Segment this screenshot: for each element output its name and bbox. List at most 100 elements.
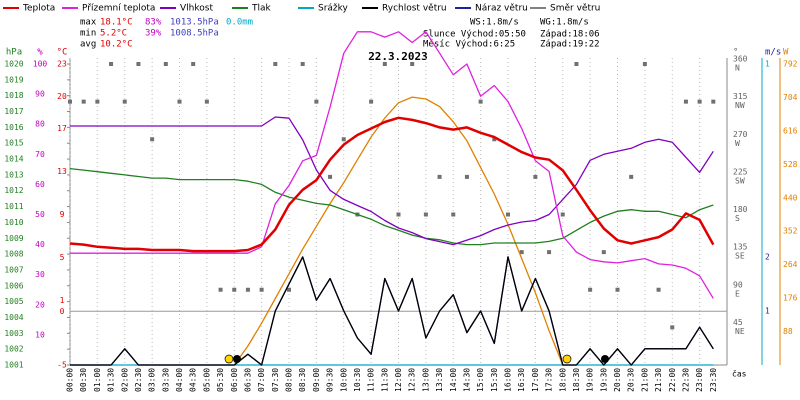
direction-dot — [218, 287, 223, 292]
x-tick-label: 20:30 — [627, 368, 636, 392]
legend-label: Rychlost větru — [382, 4, 447, 14]
y-tick-label: 70 — [35, 150, 45, 159]
legend-label: Vlhkost — [180, 4, 213, 14]
compass-label: S — [735, 214, 740, 223]
legend-label: Teplota — [22, 4, 55, 14]
legend-label: Směr větru — [550, 4, 600, 14]
y-tick-label: 264 — [783, 260, 798, 269]
direction-dot — [656, 287, 661, 292]
x-tick-label: 15:30 — [490, 368, 499, 392]
compass-label: SE — [735, 252, 745, 261]
y-tick-label: 440 — [783, 193, 798, 202]
direction-dot — [259, 287, 264, 292]
x-tick-label: 05:30 — [216, 368, 225, 392]
y-tick-label: 60 — [35, 180, 45, 189]
x-tick-label: 02:30 — [134, 368, 143, 392]
y-tick-label: 1007 — [4, 265, 23, 274]
x-tick-label: 19:00 — [586, 368, 595, 392]
direction-dot — [136, 62, 141, 66]
y-tick-label: 20 — [57, 92, 67, 101]
y-tick-label: 225 — [733, 167, 748, 176]
direction-dot — [382, 62, 387, 66]
x-tick-label: 12:00 — [394, 368, 403, 392]
x-tick-label: 19:30 — [599, 368, 608, 392]
direction-dot — [68, 99, 72, 104]
y-tick-label: 90 — [733, 280, 743, 289]
direction-dot — [410, 62, 415, 66]
y-tick-label: -5 — [57, 361, 67, 370]
y-tick-label: 1004 — [4, 313, 23, 322]
direction-dot — [163, 62, 168, 66]
direction-dot — [670, 325, 675, 330]
y-tick-label: 1008 — [4, 250, 23, 259]
x-tick-label: 18:30 — [572, 368, 581, 392]
x-tick-label: 08:00 — [285, 368, 294, 392]
legend-label: Tlak — [251, 4, 272, 14]
x-tick-label: 07:00 — [257, 368, 266, 392]
direction-dot — [369, 99, 374, 104]
x-tick-label: 22:30 — [681, 368, 690, 392]
x-tick-label: 04:30 — [189, 368, 198, 392]
y-tick-label: 10 — [35, 330, 45, 339]
y-tick-label: 1013 — [4, 170, 23, 179]
legend-label: Náraz větru — [475, 4, 528, 14]
direction-dot — [629, 174, 634, 179]
stat: 5.2°C — [100, 29, 127, 39]
stat: 10.2°C — [100, 40, 133, 50]
direction-dot — [341, 137, 346, 142]
direction-dot — [533, 174, 538, 179]
direction-dot — [588, 287, 593, 292]
info: WG:1.8m/s — [540, 18, 589, 28]
direction-dot — [300, 62, 305, 66]
direction-dot — [506, 212, 510, 217]
y-tick-label: 704 — [783, 93, 798, 102]
x-tick-label: 03:30 — [161, 368, 170, 392]
y-tick-label: 2 — [765, 252, 770, 261]
direction-dot — [451, 212, 456, 217]
y-tick-label: 360 — [733, 55, 748, 64]
y-tick-label: 1009 — [4, 234, 23, 243]
sunrise-marker — [224, 354, 234, 364]
y-tick-label: 1005 — [4, 297, 23, 306]
x-tick-label: 01:00 — [93, 368, 102, 392]
info: Západ:19:22 — [540, 40, 600, 50]
y-tick-label: 616 — [783, 126, 798, 135]
y-tick-label: 1 — [60, 296, 65, 305]
direction-dot — [560, 212, 565, 217]
axis-unit: hPa — [6, 48, 22, 58]
moonset-marker — [601, 355, 609, 363]
direction-dot — [314, 99, 319, 104]
compass-label: E — [735, 289, 740, 298]
y-tick-label: 0 — [60, 307, 65, 316]
x-tick-label: 10:00 — [339, 368, 348, 392]
info: Měsíc Východ:6:25 — [423, 40, 515, 50]
x-tick-label: 00:30 — [79, 368, 88, 392]
direction-dot — [492, 137, 497, 142]
y-tick-label: 50 — [35, 210, 45, 219]
x-tick-label: 11:00 — [367, 368, 376, 392]
y-tick-label: 1 — [765, 60, 770, 69]
y-tick-label: 270 — [733, 130, 748, 139]
x-tick-label: 15:00 — [476, 368, 485, 392]
x-tick-label: 16:30 — [517, 368, 526, 392]
x-tick-label: 03:00 — [148, 368, 157, 392]
y-tick-label: 45 — [733, 318, 743, 327]
legend-label: Přízemní teplota — [82, 4, 155, 14]
y-tick-label: 88 — [783, 327, 793, 336]
axis-unit: % — [37, 48, 43, 58]
direction-dot — [423, 212, 428, 217]
axis-unit: m/s — [765, 48, 781, 58]
info: WS:1.8m/s — [470, 18, 519, 28]
y-tick-label: 5 — [60, 253, 65, 262]
direction-dot — [642, 62, 647, 66]
y-tick-label: 1012 — [4, 186, 23, 195]
direction-dot — [204, 99, 209, 104]
x-tick-label: 18:00 — [558, 368, 567, 392]
y-tick-label: 1014 — [4, 155, 23, 164]
y-tick-label: 13 — [57, 167, 67, 176]
y-tick-label: 1001 — [4, 361, 23, 370]
direction-dot — [437, 174, 442, 179]
y-tick-label: 352 — [783, 227, 798, 236]
direction-dot — [232, 287, 237, 292]
